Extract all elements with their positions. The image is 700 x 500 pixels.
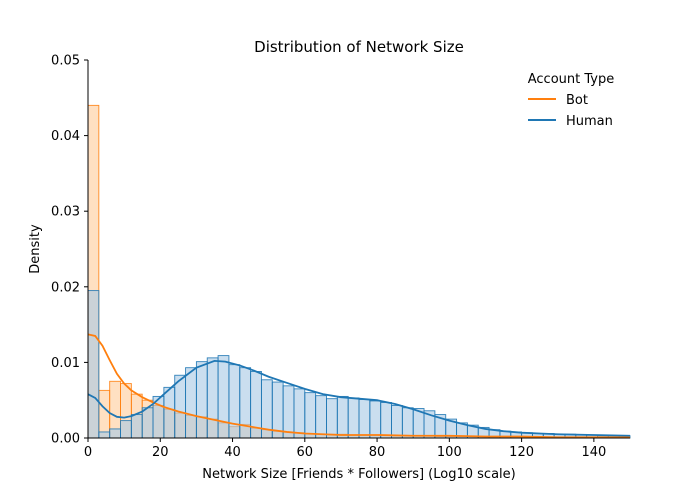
human-kde-line	[87, 359, 631, 437]
x-axis-label: Network Size [Friends * Followers] (Log1…	[202, 467, 515, 482]
human-hist-fill	[88, 290, 630, 438]
ticks: 0 20 40 60 80 100 120 140 0.00 0.01 0.02 0.03 0.04 0.…	[51, 54, 606, 461]
y-tick-label: 0.04	[51, 129, 80, 144]
x-tick-label: 80	[369, 445, 386, 460]
y-tick-label: 0.00	[51, 432, 80, 447]
chart-title: Distribution of Network Size	[254, 38, 464, 56]
legend-title: Account Type	[528, 72, 614, 87]
legend: Account Type Bot Human	[528, 72, 614, 129]
x-tick-label: 60	[297, 445, 314, 460]
x-tick-label: 40	[224, 445, 241, 460]
bot-kde-line	[87, 333, 630, 439]
y-axis-label: Density	[28, 224, 43, 274]
x-tick-label: 20	[152, 445, 169, 460]
axes	[87, 60, 630, 439]
x-tick-label: 140	[581, 445, 606, 460]
y-tick-label: 0.05	[51, 54, 80, 69]
legend-human-label: Human	[566, 114, 613, 129]
x-tick-label: 120	[509, 445, 534, 460]
y-tick-label: 0.03	[51, 205, 80, 220]
legend-bot-label: Bot	[566, 93, 588, 108]
y-tick-label: 0.01	[51, 356, 80, 371]
y-tick-label: 0.02	[51, 280, 80, 295]
x-tick-label: 0	[84, 445, 92, 460]
plot-area	[87, 104, 631, 439]
x-tick-label: 100	[437, 445, 462, 460]
